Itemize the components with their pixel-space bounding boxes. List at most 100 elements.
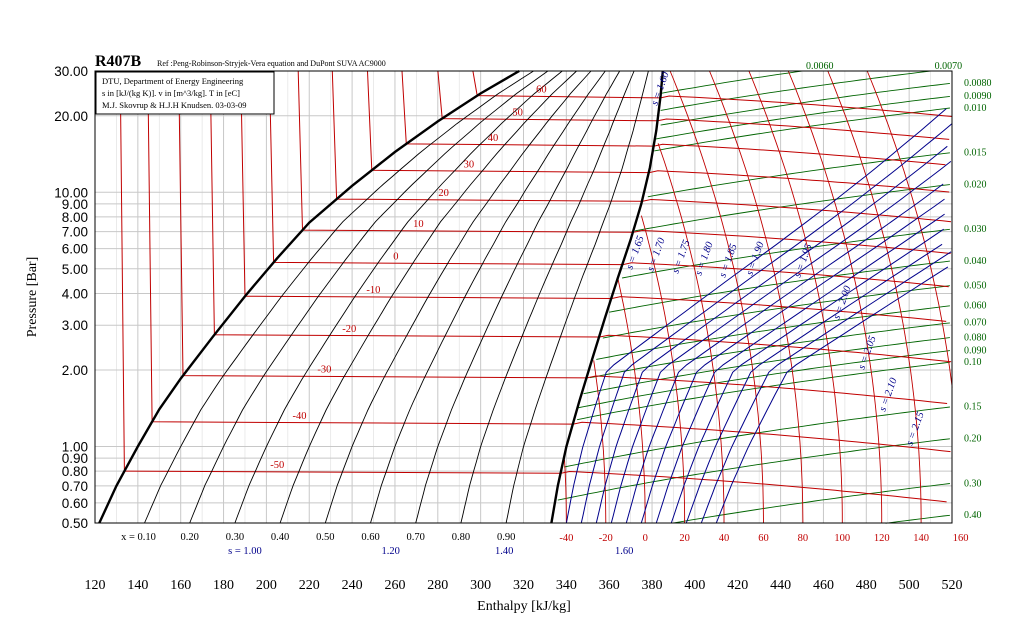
y-tick-label: 5.00: [62, 262, 88, 277]
chart-reference: Ref :Peng-Robinson-Stryjek-Vera equation…: [157, 59, 386, 68]
isotherm-label: -20: [342, 324, 356, 335]
isochore-line: [622, 228, 950, 279]
isentrope-label: s = 2.10: [877, 376, 899, 413]
x-tick-label: 400: [684, 578, 705, 593]
x-tick-label: 320: [513, 578, 534, 593]
x-tick-label: 220: [299, 578, 320, 593]
y-tick-label: 0.80: [62, 464, 88, 479]
y-tick-label: 1.00: [62, 439, 88, 454]
isentrope-label-group: s = 1.95: [792, 243, 814, 279]
quality-label: 0.60: [361, 532, 379, 543]
isentrope-label: s = 1.90: [744, 240, 766, 277]
superheat-isotherm-label: 40: [719, 533, 730, 544]
isentrope-vapor-line: [565, 108, 947, 524]
superheat-isotherm-label: 120: [874, 533, 890, 544]
isentrope-label-group: s = 2.10: [877, 376, 899, 413]
x-tick-label: 180: [213, 578, 234, 593]
superheat-isotherm-line: [669, 70, 764, 524]
quality-label: 0.20: [181, 532, 199, 543]
x-tick-label: 440: [770, 578, 791, 593]
isentrope-vapor-line: [595, 145, 948, 524]
isochore-label: 0.40: [964, 510, 982, 521]
isotherm-label: 50: [512, 108, 523, 119]
isochores: [557, 70, 950, 524]
y-tick-label: 0.60: [62, 496, 88, 511]
isentrope-vapor-line: [640, 198, 945, 524]
isentrope-label-group: s = 1.70: [645, 236, 667, 273]
saturated-liquid-line: [98, 69, 520, 524]
isochore-line: [557, 438, 950, 501]
superheat-isotherm-label: 100: [834, 533, 850, 544]
isochore-line: [660, 70, 803, 94]
isentrope-label: s = 1.95: [792, 243, 814, 279]
isochore-label: 0.060: [964, 301, 987, 312]
isochore-label: 0.020: [964, 179, 987, 190]
isentrope-vapor-line: [715, 266, 949, 524]
isochore-label: 0.0070: [935, 61, 963, 72]
quality-line: [234, 70, 563, 524]
quality-line: [144, 70, 534, 524]
legend-line-3: M.J. Skovrup & H.J.H Knudsen. 03-03-09: [102, 100, 247, 110]
isochore-line: [885, 514, 950, 524]
isotherm-line: [178, 70, 948, 404]
isotherm-label: 10: [413, 219, 424, 230]
axes: 120 140 160 180 200 220 240 260 280 300 320 340 360 3…: [54, 64, 962, 593]
isentrope-vapor-line: [625, 183, 944, 524]
superheat-isotherm-label: 20: [679, 533, 690, 544]
isentrope-liquid-label: 1.40: [495, 546, 513, 557]
isentrope-liquid-label: 1.60: [615, 546, 633, 557]
quality-line: [415, 70, 621, 524]
isochore-label: 0.0090: [964, 91, 992, 102]
quality-label: x = 0.10: [121, 532, 156, 543]
grid: [94, 70, 953, 524]
y-tick-label: 10.00: [54, 185, 88, 200]
x-tick-label: 460: [813, 578, 834, 593]
x-axis-label: Enthalpy [kJ/kg]: [477, 599, 571, 614]
isochore-label: 0.20: [964, 433, 982, 444]
isotherm-line: [209, 70, 952, 363]
x-tick-label: 520: [942, 578, 963, 593]
y-axis-label: Pressure [Bar]: [25, 257, 40, 337]
superheat-isotherm-label: 80: [798, 533, 809, 544]
superheat-isotherm-label: 0: [643, 533, 648, 544]
quality-label: 0.30: [226, 532, 244, 543]
quality-lines: [144, 70, 649, 524]
isotherm-label: -10: [366, 285, 380, 296]
isotherm-line: [437, 70, 950, 140]
isentrope-vapor-line: [610, 161, 952, 524]
isotherm-line: [331, 70, 952, 223]
isentrope-label-group: s = 1.60: [649, 70, 671, 107]
quality-line: [189, 70, 549, 524]
isochore-label: 0.070: [964, 318, 987, 329]
isochore-label: 0.030: [964, 224, 987, 235]
isentrope-vapor-line: [685, 243, 943, 524]
isochore-line: [609, 260, 950, 313]
x-tick-label: 200: [256, 578, 277, 593]
isochore-line: [647, 152, 950, 198]
isentrope-label-group: s = 1.65: [624, 235, 646, 271]
x-tick-label: 500: [899, 578, 920, 593]
superheat-isotherm-label: -40: [559, 533, 573, 544]
isentrope-vapor-line: [700, 251, 952, 524]
isentrope-label-group: s = 1.80: [693, 240, 715, 277]
legend-line-2: s in [kJ/(kg K)]. v in [m^3/kg]. T in [e…: [102, 88, 240, 98]
isochore-line: [577, 350, 950, 409]
isentrope-liquid-label: 1.20: [381, 546, 399, 557]
isochore-label: 0.090: [964, 345, 987, 356]
y-tick-label: 20.00: [54, 109, 88, 124]
isochore-label: 0.050: [964, 280, 987, 291]
isotherms: [119, 70, 953, 524]
x-tick-label: 380: [642, 578, 663, 593]
superheat-isotherm-line: [593, 360, 607, 524]
superheat-isotherm-label: 60: [758, 533, 769, 544]
isochore-line: [602, 285, 950, 339]
y-tick-label: 7.00: [62, 225, 88, 240]
isochore-label: 0.15: [964, 402, 982, 413]
isochore-label: 0.040: [964, 256, 987, 267]
superheat-isotherm-line: [787, 70, 883, 523]
isentrope-label: s = 1.80: [693, 240, 715, 277]
superheat-isotherm-label: 160: [953, 533, 969, 544]
superheat-isotherm-line: [617, 278, 646, 523]
